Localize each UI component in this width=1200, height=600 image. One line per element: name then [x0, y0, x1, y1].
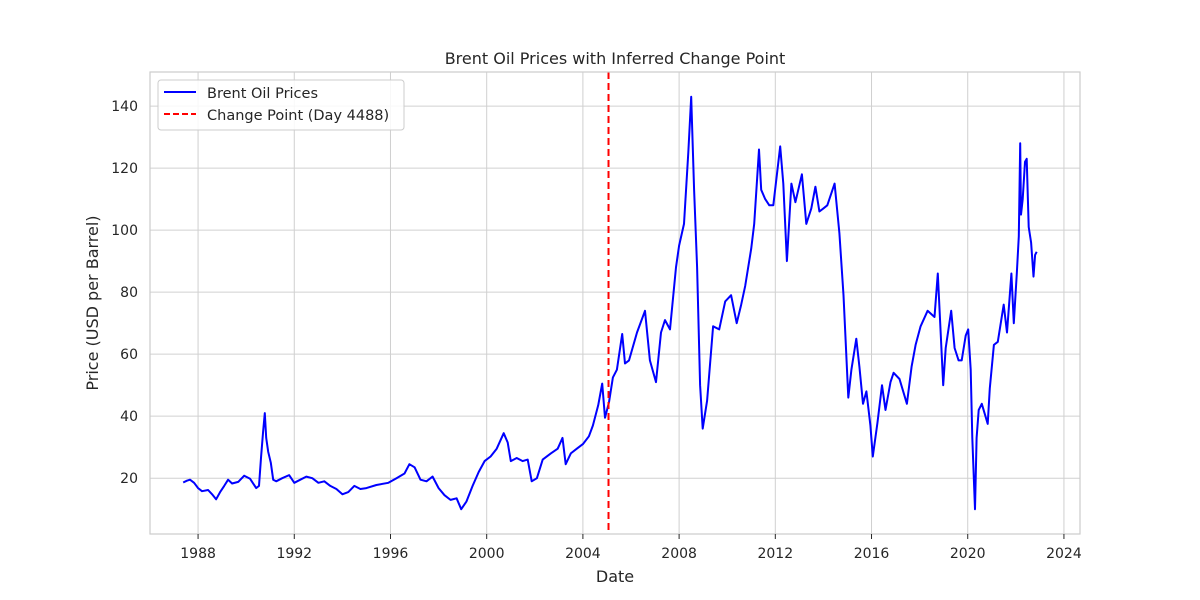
x-tick-label: 2004: [565, 546, 601, 562]
legend-label-prices: Brent Oil Prices: [207, 86, 318, 102]
y-tick-label: 100: [111, 223, 138, 239]
legend-box: [157, 79, 405, 131]
x-tick-label: 1988: [180, 546, 216, 562]
legend: Brent Oil Prices Change Point (Day 4488): [157, 79, 405, 131]
plot-frame: [149, 71, 1081, 535]
x-tick-label: 1992: [276, 546, 312, 562]
y-tick-label: 60: [120, 347, 138, 363]
x-tick-label: 1996: [373, 546, 409, 562]
x-axis-label: Date: [596, 567, 634, 586]
chart-title: Brent Oil Prices with Inferred Change Po…: [445, 49, 786, 68]
x-tick-label: 2016: [854, 546, 890, 562]
x-tick-label: 2024: [1046, 546, 1082, 562]
y-axis-label: Price (USD per Barrel): [83, 215, 102, 390]
series-line-brent-oil-prices: [182, 95, 1038, 511]
y-tick-label: 40: [120, 409, 138, 425]
x-tick-label: 2000: [469, 546, 505, 562]
legend-label-change-point: Change Point (Day 4488): [207, 108, 389, 124]
x-tick-label: 2008: [661, 546, 697, 562]
y-tick-label: 80: [120, 285, 138, 301]
y-tick-label: 20: [120, 471, 138, 487]
x-tick-label: 2020: [950, 546, 986, 562]
x-tick-label: 2012: [757, 546, 793, 562]
plot-area: [182, 72, 1038, 534]
grid: [150, 72, 1080, 534]
tick-labels: 1988 1992 1996 2000 2004 2008 2012 2016 2020 2024…: [111, 99, 1082, 562]
y-tick-label: 120: [111, 161, 138, 177]
y-tick-label: 140: [111, 99, 138, 115]
